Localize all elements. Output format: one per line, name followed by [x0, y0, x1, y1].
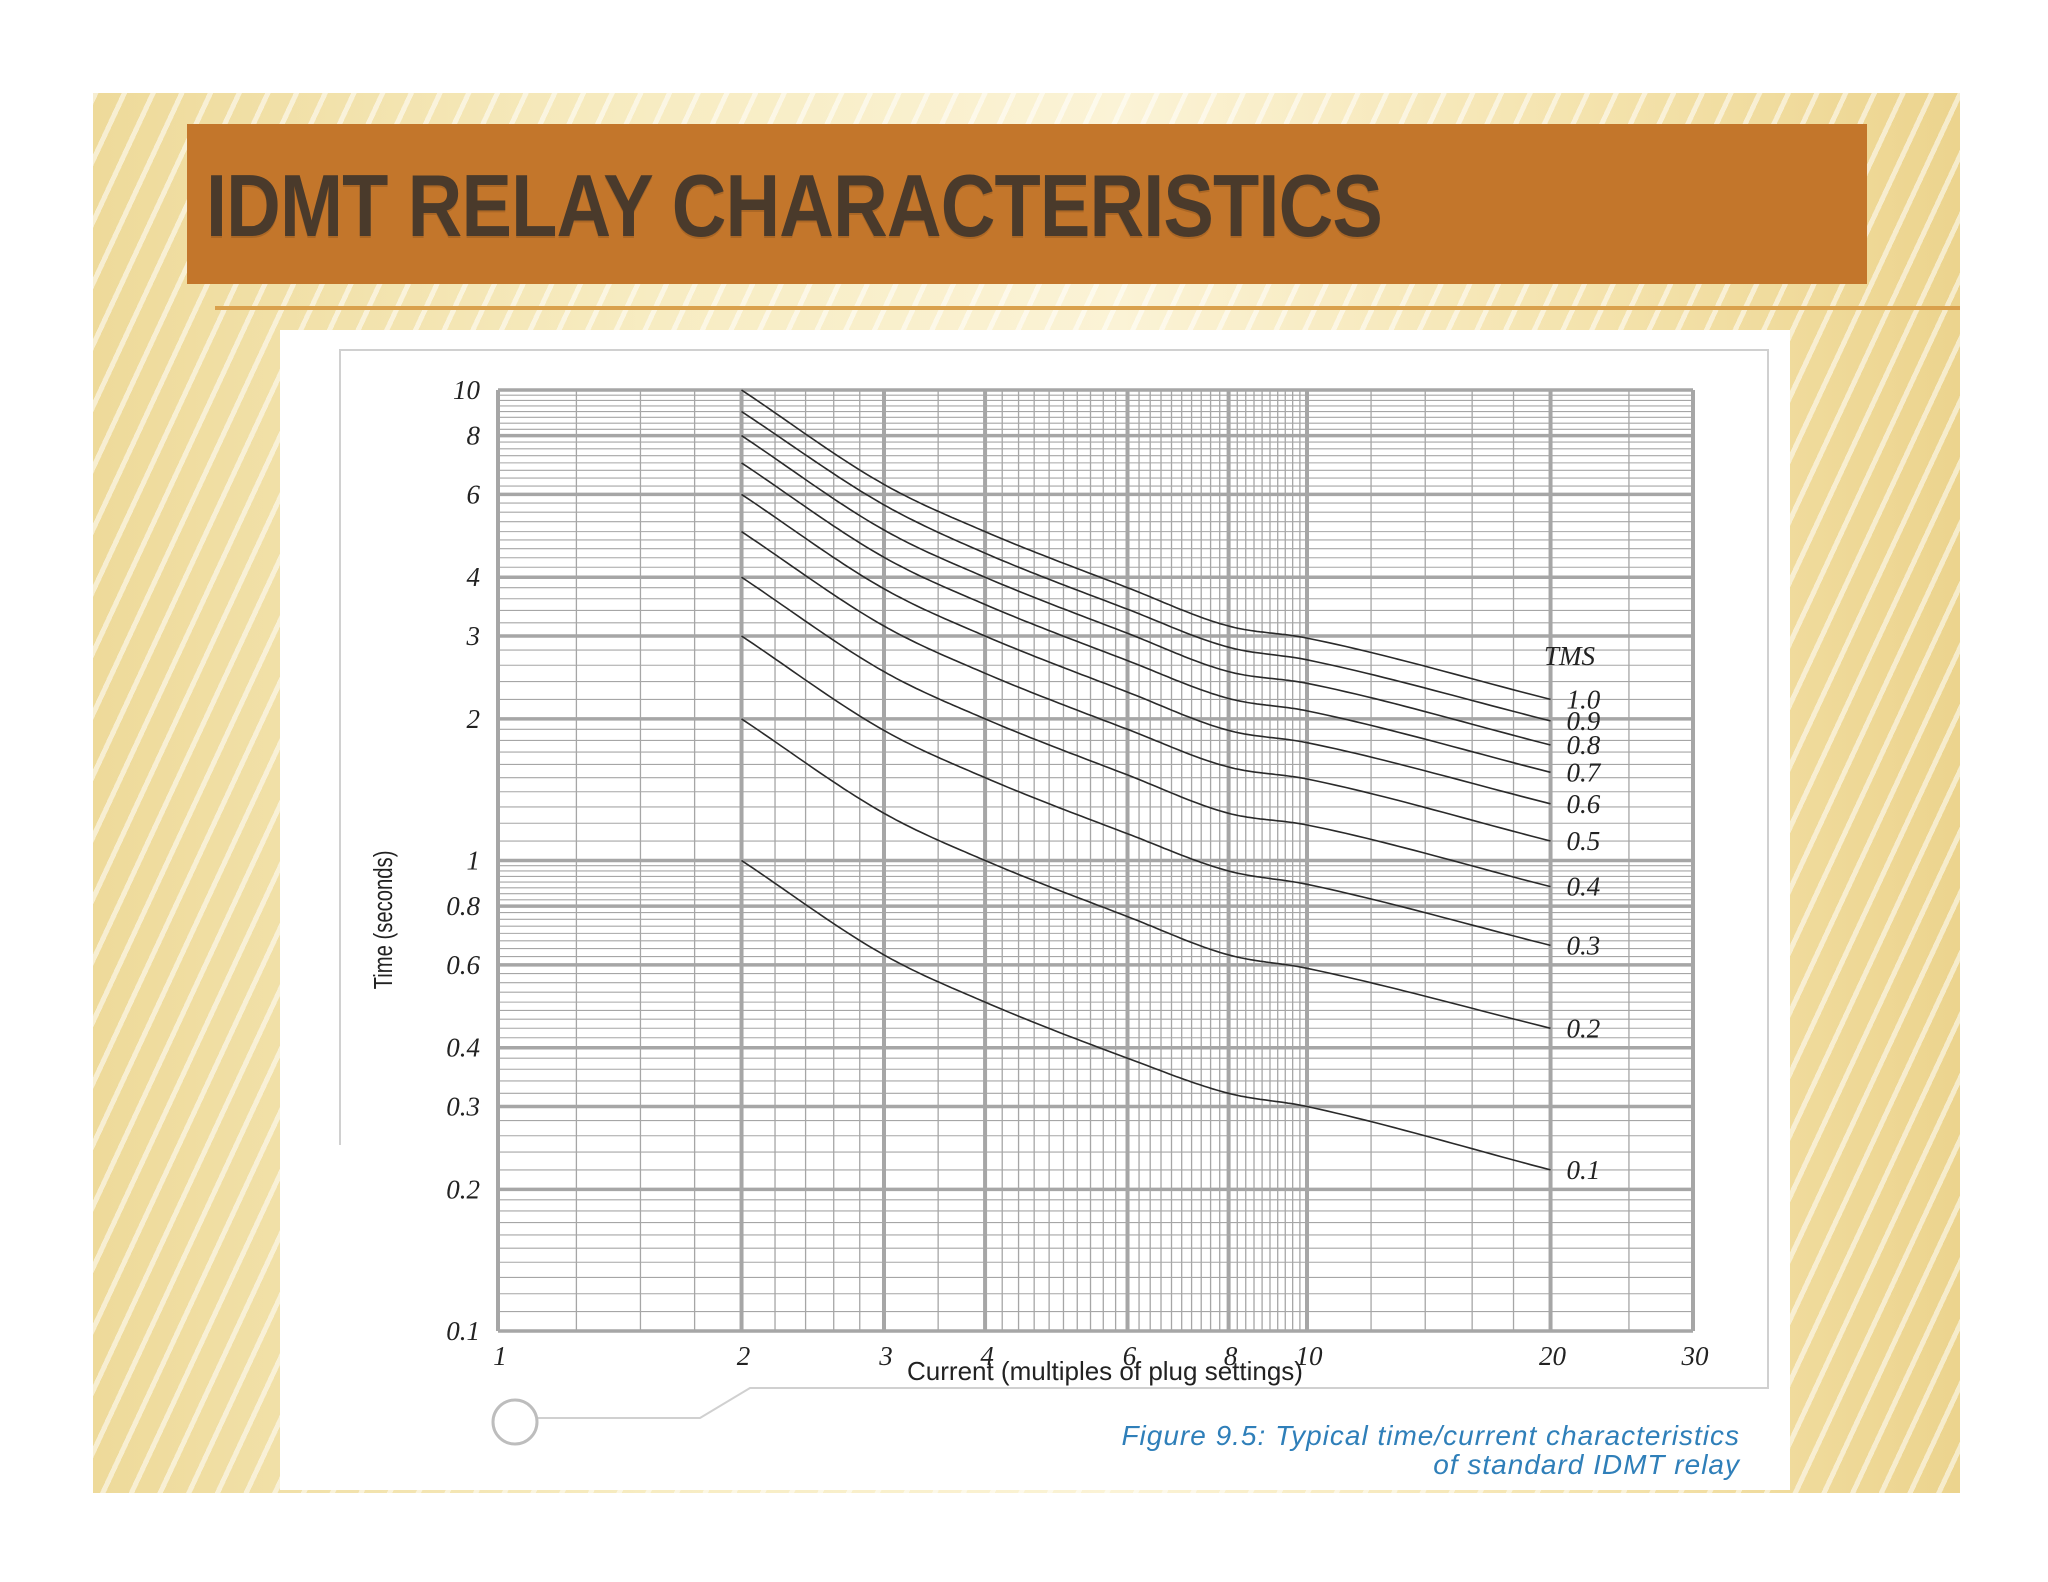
- figure-caption-line2: of standard IDMT relay: [1433, 1449, 1741, 1480]
- y-tick-label: 0.2: [446, 1174, 480, 1204]
- y-tick-label: 0.8: [446, 891, 480, 921]
- curve-tms-0-7: [741, 462, 1551, 774]
- y-tick-label: 0.6: [446, 950, 480, 980]
- x-tick-label: 10: [1296, 1341, 1324, 1371]
- curve-tms-0-9: [741, 410, 1551, 722]
- tms-label-0-2: 0.2: [1567, 1013, 1601, 1043]
- tms-label-0-5: 0.5: [1567, 826, 1601, 856]
- curve-tms-0-8: [741, 434, 1551, 746]
- y-tick-label: 8: [467, 421, 481, 451]
- tms-label-0-8: 0.8: [1567, 730, 1601, 760]
- curve-tms-0-4: [741, 576, 1551, 888]
- x-tick-label: 2: [737, 1341, 751, 1371]
- curve-tms-1-0: [741, 389, 1551, 701]
- y-tick-label: 0.4: [446, 1033, 480, 1063]
- x-tick-label: 6: [1123, 1341, 1137, 1371]
- y-tick-label: 0.1: [446, 1316, 480, 1346]
- tms-label-0-7: 0.7: [1567, 757, 1602, 787]
- curve-tms-0-5: [741, 530, 1551, 842]
- tms-label-0-1: 0.1: [1567, 1155, 1601, 1185]
- tms-label-0-3: 0.3: [1567, 930, 1601, 960]
- x-tick-label: 30: [1681, 1341, 1710, 1371]
- curve-tms-0-6: [741, 493, 1551, 805]
- figure-callout-circle: [491, 1398, 539, 1446]
- y-tick-label: 10: [453, 375, 481, 405]
- tms-label-0-4: 0.4: [1567, 872, 1601, 902]
- y-tick-label: 4: [467, 562, 481, 592]
- tms-label-1-0: 1.0: [1567, 684, 1601, 714]
- idmt-chart: 1.00.90.80.70.60.50.40.30.20.11 2 3 4 6 8 10 20…: [339, 349, 1769, 1480]
- tms-label-0-6: 0.6: [1567, 789, 1601, 819]
- y-tick-label: 0.3: [446, 1092, 480, 1122]
- y-tick-label: 3: [466, 621, 481, 651]
- title-bar: [187, 124, 1867, 284]
- tms-label-0-9: 0.9: [1567, 706, 1601, 736]
- slide-title: IDMT RELAY CHARACTERISTICS: [206, 156, 1383, 255]
- x-tick-label: 8: [1224, 1341, 1238, 1371]
- curve-tms-0-1: [741, 859, 1551, 1171]
- y-axis-title: Time (seconds): [369, 851, 398, 990]
- figure-panel: 1.0 0.9 0.8 0.7 0.6 0.5 0.4 0.3 0.2 0.1 1 2 3 4 6 8 10 20…: [280, 330, 1790, 1490]
- x-tick-label: 20: [1539, 1341, 1567, 1371]
- x-axis-title: Current (multiples of plug settings): [907, 1356, 1303, 1386]
- title-underline: [215, 306, 1960, 310]
- x-tick-label: 3: [878, 1341, 893, 1371]
- y-tick-label: 2: [467, 704, 481, 734]
- y-tick-label: 1: [467, 846, 481, 876]
- x-tick-label: 1: [493, 1341, 507, 1371]
- curve-tms-0-2: [741, 718, 1551, 1030]
- figure-frame: [339, 349, 1769, 1419]
- legend-title-tms: TMS: [1544, 641, 1596, 671]
- x-tick-label: 4: [980, 1341, 994, 1371]
- figure-caption-line1: Figure 9.5: Typical time/current charact…: [1121, 1420, 1740, 1451]
- curve-tms-0-3: [741, 635, 1551, 947]
- y-tick-label: 6: [467, 479, 481, 509]
